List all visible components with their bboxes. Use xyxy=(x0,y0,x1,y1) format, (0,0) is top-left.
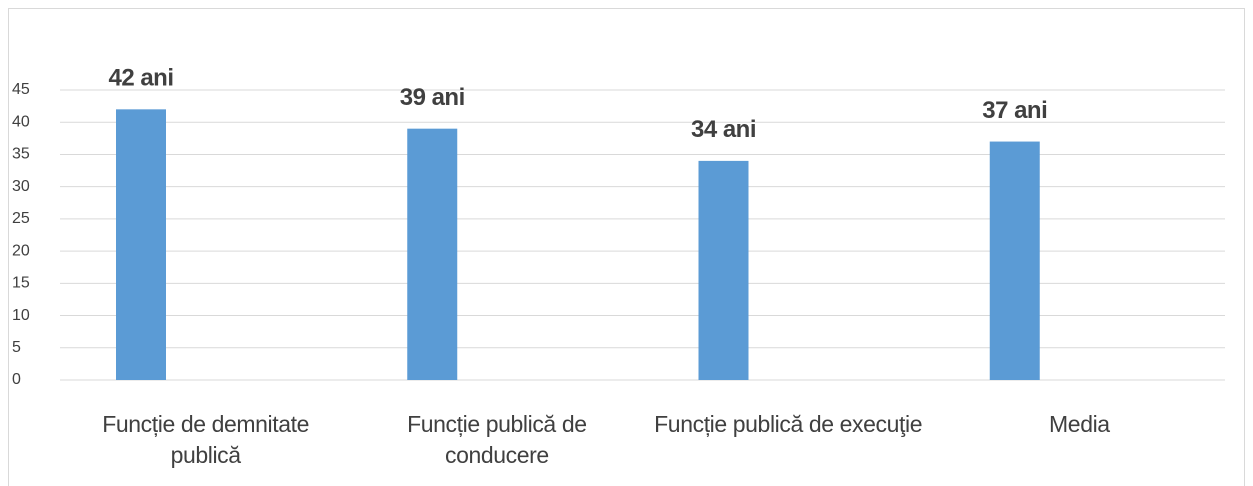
y-tick-label: 35 xyxy=(12,146,30,163)
y-tick-label: 25 xyxy=(12,210,30,227)
bar xyxy=(407,128,458,380)
x-tick-label: Funcție de demnitate publică xyxy=(102,411,310,468)
y-tick-label: 0 xyxy=(12,371,21,388)
value-label: 37 ani xyxy=(982,97,1047,124)
value-label: 42 ani xyxy=(108,65,173,92)
y-tick-label: 30 xyxy=(12,178,30,195)
value-label: 34 ani xyxy=(691,116,756,143)
y-tick-label: 45 xyxy=(12,81,30,98)
x-tick-label: Funcție publică de execuţie xyxy=(654,411,923,437)
bar xyxy=(989,141,1040,380)
x-tick-label: Funcție publică de conducere xyxy=(407,411,587,468)
y-tick-label: 15 xyxy=(12,275,30,292)
y-tick-label: 40 xyxy=(12,113,30,130)
x-tick-label: Media xyxy=(1049,411,1110,437)
value-label: 39 ani xyxy=(400,84,465,111)
y-tick-label: 20 xyxy=(12,242,30,259)
bar xyxy=(698,160,749,380)
y-tick-label: 5 xyxy=(12,339,21,356)
chart-border xyxy=(8,8,1245,486)
y-tick-label: 10 xyxy=(12,307,30,324)
bar xyxy=(116,109,166,380)
